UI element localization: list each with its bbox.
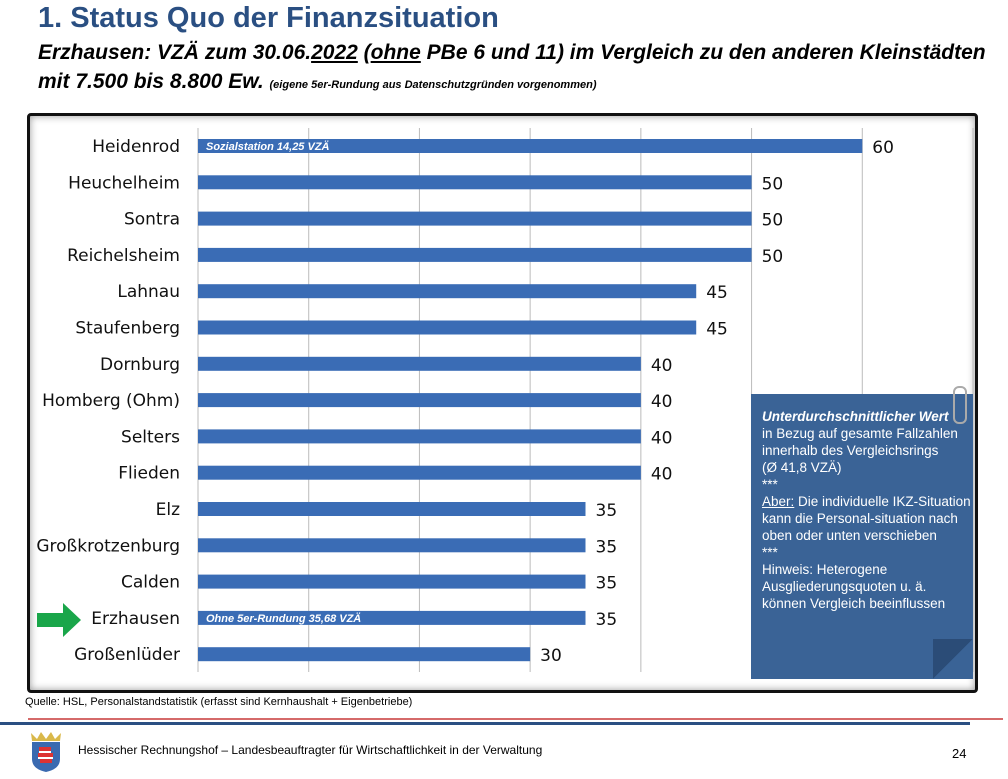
bar-annotation: Sozialstation 14,25 VZÄ: [206, 140, 330, 153]
category-label: Dornburg: [100, 355, 180, 375]
data-label: 40: [651, 465, 673, 485]
subtitle-ohne: ohne: [370, 41, 421, 64]
note-box: Unterdurchschnittlicher Wert in Bezug au…: [751, 386, 973, 679]
bar: [198, 502, 586, 516]
data-label: 50: [762, 247, 784, 267]
note-stars: ***: [762, 545, 778, 560]
bar: [198, 247, 752, 262]
footer-org: Hessischer Rechnungshof – Landesbeauftra…: [78, 743, 543, 757]
bar: [198, 356, 641, 371]
paperclip-icon: [953, 386, 967, 424]
bar: [198, 393, 641, 408]
note-average: (Ø 41,8 VZÄ): [762, 460, 842, 475]
data-label: 35: [596, 610, 618, 630]
category-label: Calden: [121, 573, 180, 593]
note-aber-label: Aber:: [762, 494, 795, 509]
note-stars: ***: [762, 477, 778, 492]
category-label: Elz: [156, 500, 180, 520]
category-label: Homberg (Ohm): [42, 391, 180, 411]
data-label: 40: [651, 428, 673, 448]
page-number: 24: [952, 746, 967, 761]
bar: [198, 574, 586, 589]
category-label: Reichelsheim: [67, 246, 180, 266]
subtitle-year: 2022: [311, 41, 358, 64]
hessen-coat-of-arms-logo: [31, 732, 61, 772]
category-label: Lahnau: [117, 282, 180, 302]
bar: [198, 610, 586, 625]
data-label: 50: [762, 211, 784, 231]
bar: [198, 175, 752, 190]
bar-chart: Heidenrod 60 Heuchelheim 50 Sontra 50 Reichels…: [36, 128, 974, 672]
subtitle-text: PBe 6 und 11) im Vergleich zu den andere…: [38, 41, 986, 93]
data-label: 35: [596, 537, 618, 557]
category-label: Heidenrod: [92, 137, 180, 157]
data-label: 45: [706, 320, 728, 340]
subtitle: Erzhausen: VZÄ zum 30.06.2022 (ohne PBe …: [38, 38, 998, 100]
highlight-arrow-icon: [37, 603, 81, 637]
category-label: Heuchelheim: [68, 173, 180, 193]
data-label: 40: [651, 356, 673, 376]
page-fold: [933, 639, 973, 679]
subtitle-text: Erzhausen: VZÄ zum 30.06.: [38, 41, 312, 64]
category-label: Sontra: [124, 210, 180, 230]
category-label: Großkrotzenburg: [36, 536, 180, 556]
bar: [198, 284, 697, 299]
category-label: Selters: [121, 427, 180, 447]
bar: [198, 538, 586, 553]
page-title: 1. Status Quo der Finanzsituation: [38, 2, 499, 34]
bar: [198, 320, 697, 335]
data-label: 40: [651, 392, 673, 412]
divider-blue: [0, 722, 970, 725]
category-label: Flieden: [118, 464, 180, 484]
data-label: 30: [540, 646, 562, 666]
category-label: Erzhausen: [91, 609, 180, 629]
data-label: 50: [762, 174, 784, 194]
data-label: 35: [596, 501, 618, 521]
divider-red: [28, 718, 1003, 720]
note-hinweis: Hinweis: Heterogene Ausgliederungsquoten…: [762, 562, 946, 611]
category-label: Großenlüder: [74, 645, 180, 665]
subtitle-note: (eigene 5er-Rundung aus Datenschutzgründ…: [269, 79, 597, 91]
bar: [198, 139, 863, 153]
note-aber-text: Die individuelle IKZ-Situation kann die …: [762, 494, 971, 543]
data-label: 45: [706, 283, 728, 303]
bar: [198, 465, 641, 480]
note-text: in Bezug auf gesamte Fallzahlen innerhal…: [762, 426, 958, 458]
source-note: Quelle: HSL, Personalstandstatistik (erf…: [25, 696, 413, 708]
data-label: 60: [872, 138, 894, 158]
bar-annotation: Ohne 5er-Rundung 35,68 VZÄ: [206, 612, 361, 625]
category-label: Staufenberg: [75, 319, 180, 339]
note-title: Unterdurchschnittlicher Wert: [762, 409, 949, 424]
bar: [198, 211, 752, 226]
data-label: 35: [596, 574, 618, 594]
bar: [198, 647, 531, 662]
subtitle-text: (: [357, 41, 371, 64]
bar: [198, 429, 641, 444]
